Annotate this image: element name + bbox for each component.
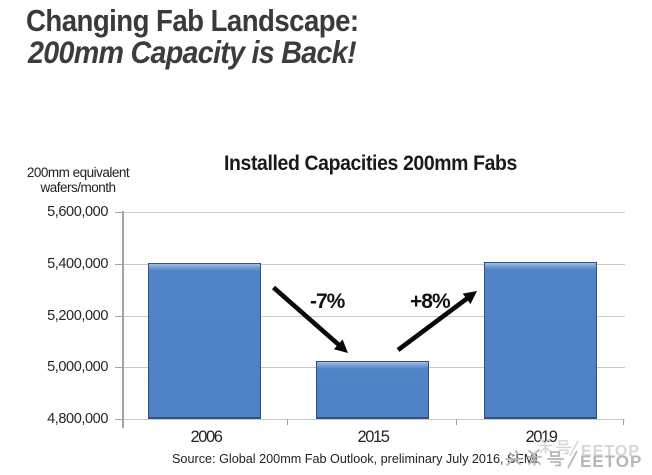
svg-text:EETOP: EETOP [581,443,640,460]
svg-text:EETOP: EETOP [580,452,642,471]
